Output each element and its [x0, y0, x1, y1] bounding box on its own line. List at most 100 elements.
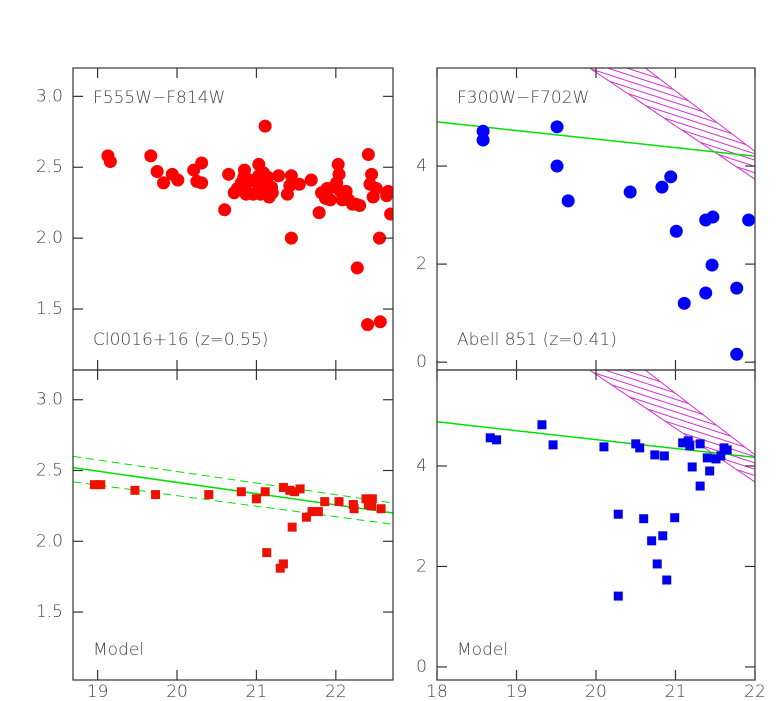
panel: 1.5 2.0 2.5 3.0 F555W−F814W Cl0016+16 (z=0.55…: [36, 67, 394, 371]
panel-label: F300W−F702W: [457, 88, 589, 108]
y-tick-label: 2.0: [36, 228, 63, 248]
point: [350, 261, 364, 275]
point: [353, 199, 367, 213]
point: [204, 490, 214, 500]
y-tick-label: 4: [416, 456, 427, 476]
panel: 18 19 20 21 22 0 2 4 Model: [416, 369, 766, 701]
point: [222, 167, 236, 181]
point: [260, 487, 270, 497]
point: [659, 451, 669, 461]
point: [662, 575, 672, 585]
point: [650, 450, 660, 460]
point: [476, 133, 490, 147]
point: [304, 173, 318, 187]
point: [103, 155, 117, 169]
panel-label: Model: [93, 640, 144, 660]
point: [361, 147, 375, 161]
y-tick-label: 2: [416, 556, 427, 576]
y-tick-label: 4: [416, 156, 427, 176]
point: [130, 485, 140, 495]
point: [272, 169, 286, 183]
y-tick-label: 1.5: [36, 299, 63, 319]
point: [742, 213, 755, 227]
point: [678, 438, 688, 448]
panel-label: Cl0016+16 (z=0.55): [93, 330, 268, 350]
point: [312, 206, 326, 220]
y-tick-label: 0: [416, 657, 427, 677]
point: [265, 186, 279, 200]
point: [647, 536, 657, 546]
point: [664, 170, 678, 184]
point: [537, 420, 547, 430]
point: [705, 258, 719, 272]
point: [695, 481, 705, 491]
point: [144, 149, 158, 163]
point: [361, 318, 375, 332]
point: [307, 507, 317, 517]
x-tick-label: 20: [585, 682, 607, 701]
x-tick-label: 22: [325, 682, 347, 701]
point: [599, 442, 609, 452]
dashed-line: [73, 455, 393, 504]
y-tick-label: 0: [416, 352, 427, 372]
point: [550, 120, 564, 134]
point: [687, 462, 697, 472]
panel: 0 2 4 F300W−F702W Abell 851 (z=0.41): [416, 67, 756, 372]
point: [702, 453, 712, 463]
point: [313, 507, 323, 517]
point: [705, 466, 715, 476]
point: [283, 179, 297, 193]
point: [238, 163, 252, 177]
point: [613, 591, 623, 601]
panel: 19 20 21 22 1.5 2.0 2.5 3.0 Model: [36, 369, 394, 701]
point: [716, 451, 726, 461]
point: [485, 433, 495, 443]
point: [670, 513, 680, 523]
point: [669, 224, 683, 238]
point: [613, 509, 623, 519]
point: [261, 170, 275, 184]
point: [349, 504, 359, 514]
x-tick-label: 19: [87, 682, 109, 701]
point: [695, 439, 705, 449]
hatched-region: [588, 68, 755, 180]
point: [150, 165, 164, 179]
model-line: [73, 466, 393, 514]
point: [367, 494, 377, 504]
hatched-region: [588, 370, 755, 483]
point: [323, 193, 337, 207]
y-tick-label: 1.5: [36, 602, 63, 622]
x-tick-label: 21: [665, 682, 687, 701]
point: [373, 315, 387, 329]
x-tick-label: 22: [744, 682, 766, 701]
point: [218, 203, 232, 217]
point: [332, 167, 346, 181]
point: [287, 522, 297, 532]
point: [373, 231, 387, 245]
point: [236, 487, 246, 497]
x-tick-label: 20: [166, 682, 188, 701]
point: [685, 441, 695, 451]
point: [367, 501, 377, 511]
point: [711, 454, 721, 464]
point: [284, 231, 298, 245]
point: [730, 347, 744, 361]
point: [331, 157, 345, 171]
point: [278, 559, 288, 569]
point: [548, 440, 558, 450]
point: [285, 485, 295, 495]
point: [262, 548, 272, 558]
point: [171, 173, 185, 187]
point: [376, 504, 386, 514]
point: [655, 180, 669, 194]
point: [290, 487, 300, 497]
point: [658, 531, 668, 541]
point: [278, 482, 288, 492]
point: [722, 445, 732, 455]
model-line: [437, 421, 755, 459]
point: [699, 286, 713, 300]
x-tick-label: 18: [426, 682, 448, 701]
point: [320, 497, 330, 507]
point: [635, 443, 645, 453]
